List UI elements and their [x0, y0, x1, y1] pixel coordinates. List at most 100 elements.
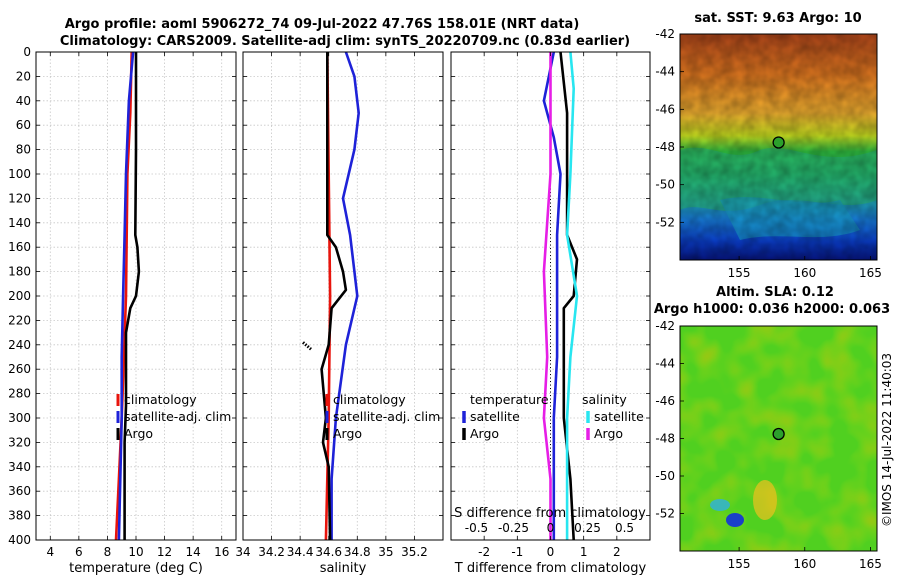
- legend-entry-1: satellite-adj. clim: [124, 409, 231, 424]
- series-line-2: [123, 52, 141, 540]
- x-tick-label: 16: [214, 545, 229, 559]
- x-tick-label: 8: [104, 545, 112, 559]
- x-axis-label: salinity: [320, 561, 367, 576]
- series-line-1: [117, 51, 135, 541]
- y-tick-label: 180: [8, 265, 31, 279]
- y-tick-label: 340: [8, 460, 31, 474]
- x-tick-label: 1: [580, 545, 588, 559]
- x-tick-label: -1: [511, 545, 523, 559]
- legend-entry-0: climatology: [124, 392, 197, 407]
- map-y-tick-label: -48: [655, 140, 675, 154]
- legend-entry-0: climatology: [333, 392, 406, 407]
- x-tick-label: 6: [75, 545, 83, 559]
- y-tick-label: 60: [16, 118, 31, 132]
- title-block: Argo profile: aoml 5906272_74 09-Jul-202…: [60, 17, 630, 49]
- y-tick-label: 300: [8, 411, 31, 425]
- x-tick-label: 34.6: [315, 545, 342, 559]
- legend-entry-1: Argo: [470, 426, 499, 441]
- map-x-tick-label: 160: [793, 557, 816, 571]
- difference-panel: -2 -1 0 1 2 T difference from climatology temp…: [450, 51, 651, 576]
- map-y-tick-label: -46: [655, 102, 675, 116]
- map-y-tick-label: -52: [655, 507, 675, 521]
- sst-argo-location: [772, 136, 785, 149]
- x-tick-label: 35.2: [401, 545, 428, 559]
- legend-entry-2: Argo: [124, 426, 153, 441]
- y-tick-label: 240: [8, 338, 31, 352]
- y-tick-label: 380: [8, 509, 31, 523]
- sla-low-blob: [726, 513, 744, 527]
- sla-map-axes: 155 160 165 -42 -44 -46 -48 -50 -52: [655, 319, 881, 571]
- sst-map-axes: 155 160 165 -42 -44 -46 -48 -50 -52: [655, 27, 881, 280]
- x-tick-label: 0: [547, 545, 555, 559]
- sla-high-blob: [753, 480, 777, 520]
- sla-cyan-blob: [710, 499, 730, 511]
- y-tick-label: 80: [16, 143, 31, 157]
- x-axis-label: T difference from climatology: [454, 561, 647, 576]
- series-line-2: [320, 52, 348, 541]
- legend-salinity-title: salinity: [582, 392, 627, 407]
- copyright-stamp: ©IMOS 14-Jul-2022 11:40:03: [880, 353, 894, 527]
- legend-entry-1: satellite-adj. clim: [333, 409, 440, 424]
- x-tick-label: 34.2: [258, 545, 285, 559]
- y-tick-label: 200: [8, 289, 31, 303]
- map-y-tick-label: -42: [655, 319, 675, 333]
- legend-entry-2: satellite: [594, 409, 644, 424]
- x-tick-label: 4: [46, 545, 54, 559]
- x-tick-label: 34.4: [287, 545, 314, 559]
- figure-title-line2: Climatology: CARS2009. Satellite-adj cli…: [60, 34, 630, 49]
- sst-map: sat. SST: 9.63 Argo: 10 155 160 165 -42 -44 -…: [655, 11, 881, 280]
- plot-area: [243, 52, 443, 540]
- sla-map-title-line1: Altim. SLA: 0.12: [716, 285, 834, 300]
- y-tick-label: 40: [16, 94, 31, 108]
- sst-map-title: sat. SST: 9.63 Argo: 10: [694, 11, 861, 26]
- sla-argo-location: [772, 427, 785, 441]
- legend-entry-2: Argo: [333, 426, 362, 441]
- map-y-tick-label: -44: [655, 65, 675, 79]
- sla-map-title-line2: Argo h1000: 0.036 h2000: 0.063: [654, 302, 890, 317]
- x-axis-label: temperature (deg C): [69, 561, 203, 576]
- map-x-tick-label: 165: [859, 266, 882, 280]
- y-tick-label: 0: [23, 45, 31, 59]
- series-line-2: [565, 51, 579, 540]
- map-x-tick-label: 155: [728, 266, 751, 280]
- y-tick-label: 140: [8, 216, 31, 230]
- x-tick-label: 12: [157, 545, 172, 559]
- y-tick-label: 280: [8, 387, 31, 401]
- y-tick-label: 120: [8, 191, 31, 205]
- salinity-panel: 34 34.2 34.4 34.6 34.8 35 35.2 salinity climatol…: [235, 51, 444, 576]
- map-y-tick-label: -50: [655, 469, 675, 483]
- y-tick-label: 320: [8, 435, 31, 449]
- top-tick-label: 0.5: [615, 521, 634, 535]
- map-x-tick-label: 165: [859, 557, 882, 571]
- map-y-tick-label: -42: [655, 27, 675, 41]
- figure-title-line1: Argo profile: aoml 5906272_74 09-Jul-202…: [65, 17, 580, 32]
- x-tick-label: 34: [235, 545, 250, 559]
- x-tick-label: 34.8: [344, 545, 371, 559]
- map-y-tick-label: -50: [655, 178, 675, 192]
- x-tick-label: 2: [613, 545, 621, 559]
- map-y-tick-label: -52: [655, 215, 675, 229]
- y-tick-label: 100: [8, 167, 31, 181]
- y-tick-label: 20: [16, 69, 31, 83]
- legend-temperature-title: temperature: [470, 392, 549, 407]
- y-tick-label: 360: [8, 484, 31, 498]
- top-tick-label: 0.25: [574, 521, 601, 535]
- top-tick-label: -0.5: [465, 521, 488, 535]
- series-line-3: [302, 341, 313, 351]
- legend-entry-3: Argo: [594, 426, 623, 441]
- map-y-tick-label: -46: [655, 394, 675, 408]
- top-axis-label: S difference from climatology: [454, 506, 646, 521]
- map-y-tick-label: -48: [655, 432, 675, 446]
- temperature-panel: 0 20 40 60 80 100 120 140 160 180 200 220 240 260 280 3…: [8, 45, 237, 576]
- x-tick-label: 14: [186, 545, 201, 559]
- x-tick-label: 35: [378, 545, 393, 559]
- map-x-tick-label: 160: [793, 266, 816, 280]
- map-y-tick-label: -44: [655, 357, 675, 371]
- top-tick-label: -0.25: [498, 521, 529, 535]
- y-tick-label: 400: [8, 533, 31, 547]
- series-line-3: [542, 52, 552, 540]
- x-tick-label: 10: [128, 545, 143, 559]
- sla-map: Altim. SLA: 0.12 Argo h1000: 0.036 h2000…: [654, 285, 890, 571]
- y-tick-label: 220: [8, 313, 31, 327]
- y-tick-label: 260: [8, 362, 31, 376]
